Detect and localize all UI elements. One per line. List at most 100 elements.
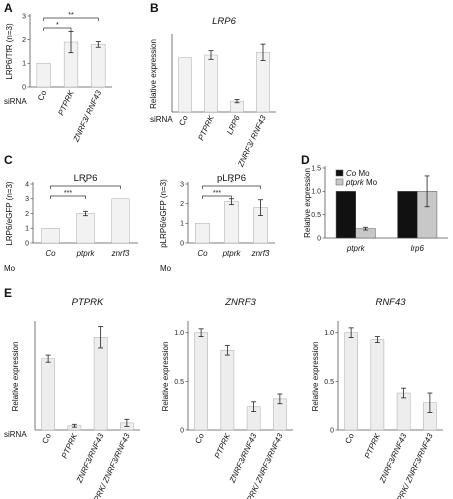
significance-bracket	[50, 185, 121, 189]
significance-bracket	[43, 17, 99, 21]
bar-ptprk	[224, 201, 239, 244]
x-tick-label-co: Co	[45, 249, 56, 258]
panel-label-d: D	[301, 153, 310, 167]
significance-bracket	[50, 195, 86, 199]
y-tick-label: 2	[180, 201, 184, 208]
y-tick-label: 3	[180, 181, 184, 188]
y-tick-label: 1.5	[311, 165, 321, 172]
x-tick-label-co: Co	[343, 432, 356, 446]
x-tick-label-znrf3-rnf43: ZNRF3/ RNF43	[71, 89, 103, 145]
bar-co	[195, 223, 210, 244]
y-axis-label: Relative expression	[149, 39, 158, 109]
chart-title: RNF43	[375, 297, 406, 308]
significance-bracket	[202, 195, 232, 199]
y-tick-label: 1	[25, 226, 29, 233]
chart-b: B LRP6 Relative expression siRNA Co PTPRK LRP6…	[149, 1, 276, 169]
y-tick-label: 0	[180, 240, 184, 247]
x-tick-label-lrp6: LRP6	[225, 114, 242, 136]
panel-label-a: A	[4, 1, 13, 15]
y-tick-label: 3	[22, 13, 26, 20]
x-tick-label-znrf3-rnf43: ZNRF3/ RNF43	[236, 114, 268, 170]
significance-label: ***	[213, 190, 221, 197]
significance-label: *	[56, 22, 59, 29]
y-tick-label: 0	[180, 427, 184, 434]
x-tick-label-lrp6: lrp6	[411, 244, 425, 253]
x-tick-label-co: Co	[36, 89, 49, 103]
bar-ptprk	[204, 54, 218, 113]
chart-c2: pLRP6 0 1 2 3 pLRP6/eGFP (n=3) Mo Co ptprk znrf3 *…	[159, 173, 275, 273]
bar-ptprk	[370, 339, 385, 431]
panel-label-c: C	[4, 153, 13, 167]
y-tick-label: 0	[22, 84, 26, 91]
significance-bracket	[202, 185, 261, 189]
y-axis-label: Relative expression	[311, 342, 320, 412]
y-tick-label: 0.5	[174, 379, 184, 386]
legend-swatch	[335, 178, 344, 186]
x-tick-label-co: Co	[177, 114, 190, 128]
y-tick-label: 0	[330, 427, 334, 434]
bar-co	[36, 63, 51, 88]
y-tick-label: 1.0	[174, 330, 184, 337]
chart-title: PTPRK	[72, 297, 104, 308]
y-tick-label: 0.5	[311, 212, 321, 219]
legend-swatch	[335, 169, 344, 177]
significance-bracket	[43, 27, 72, 31]
row-label: siRNA	[150, 115, 173, 124]
y-axis-label: pLRP6/eGFP (n=3)	[159, 179, 168, 248]
significance-label: *	[230, 180, 233, 187]
bar-ptprk	[220, 349, 235, 431]
row-label: siRNA	[4, 430, 27, 439]
y-axis-label: Relative expression	[161, 342, 170, 412]
chart-title: ZNRF3	[224, 297, 256, 308]
x-tick-label-co: Co	[193, 432, 206, 446]
y-tick-label: 4	[25, 181, 29, 188]
y-tick-label: 1	[22, 61, 26, 68]
x-tick-label-znrf3: znrf3	[251, 249, 270, 258]
x-tick-label-ptprk: PTPRK	[363, 431, 383, 460]
bar-co	[41, 358, 55, 431]
legend-entry-suffix: Mo	[364, 178, 378, 187]
y-tick-label: 0	[317, 235, 321, 242]
x-tick-label-co: Co	[197, 249, 208, 258]
x-tick-label-ptprk: PTPRK	[56, 88, 76, 117]
x-tick-label-ptprk: PTPRK	[196, 113, 216, 142]
y-tick-label: 3	[25, 196, 29, 203]
row-label: Mo	[160, 264, 172, 273]
y-tick-label: 0	[25, 240, 29, 247]
legend-entry-name: ptprk	[345, 178, 365, 187]
bar-ptprk	[76, 213, 95, 244]
row-label: siRNA	[4, 97, 27, 106]
legend-entry-name: Co	[346, 169, 357, 178]
panel-label-b: B	[150, 1, 159, 15]
x-tick-label-ptprk: ptprk	[346, 244, 366, 253]
bar-co-mo-lrp6	[397, 191, 418, 239]
chart-c1: C LRP6 0 1 2 3 4 LRP6/eGFP (n=3) Mo Co ptprk znrf3 *…	[4, 153, 138, 273]
y-axis-label: LRP6/TfR (n=3)	[5, 23, 14, 80]
bar-co	[178, 57, 192, 113]
bar-znrf3	[111, 198, 130, 244]
legend-entry: Co Mo	[346, 169, 370, 178]
y-tick-label: 0.5	[324, 379, 334, 386]
bar-znrf3-rnf43	[256, 52, 270, 113]
chart-e3: RNF43 0 0.5 1.0 Relative expression Co PTPRKZN…	[311, 297, 443, 499]
y-tick-label: 2	[25, 211, 29, 218]
x-tick-label-znrf3: znrf3	[111, 249, 130, 258]
chart-e2: ZNRF3 0 0.5 1.0 Relative expression Co PTPRKZN…	[161, 297, 293, 499]
x-tick-label-ptprk: PTPRK	[60, 431, 80, 460]
x-tick-label-ptprk: ptprk	[76, 249, 96, 258]
legend-entry: ptprk Mo	[345, 178, 378, 187]
bar-co-mo-ptprk	[335, 191, 357, 239]
chart-title: pLRP6	[217, 173, 246, 184]
x-tick-label-co: Co	[40, 432, 53, 446]
x-tick-label-ptprk: ptprk	[222, 249, 242, 258]
chart-title: LRP6	[212, 16, 236, 27]
bar-znrf3-rnf43	[93, 337, 108, 431]
chart-title: LRP6	[74, 173, 98, 184]
x-tick-label-znrf3-rnf43: ZNRF3/RNF43	[377, 432, 408, 486]
significance-label: ***	[64, 190, 72, 197]
panel-label-e: E	[4, 286, 12, 300]
x-tick-label-znrf3-rnf43: ZNRF3/RNF43	[227, 432, 258, 486]
